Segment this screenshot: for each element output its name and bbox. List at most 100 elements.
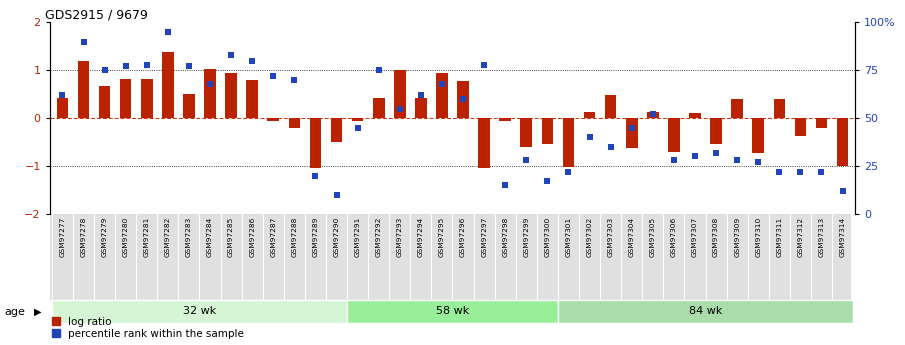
Text: GSM97287: GSM97287 [271,217,276,257]
Text: GSM97300: GSM97300 [545,217,550,257]
Bar [815,118,827,128]
Bar [352,118,364,120]
Bar [520,118,532,147]
Bar [563,118,575,167]
Bar [752,118,764,152]
Point [730,158,745,163]
Bar [837,118,848,166]
Point [456,96,471,102]
Point [266,73,281,79]
Text: GSM97280: GSM97280 [123,217,129,257]
Bar [78,61,90,118]
Text: 32 wk: 32 wk [183,306,216,316]
Bar [119,79,131,118]
Bar [162,52,174,118]
Text: GSM97284: GSM97284 [207,217,213,257]
Point [540,179,555,184]
Point [835,188,850,194]
Bar [436,73,448,118]
Bar [731,99,743,118]
Point [519,158,534,163]
Text: GSM97290: GSM97290 [334,217,339,257]
Bar [141,79,153,118]
Point [139,62,154,67]
Bar [690,114,700,118]
Text: GSM97311: GSM97311 [776,217,782,257]
Point [582,135,596,140]
Text: GSM97304: GSM97304 [629,217,634,257]
Text: GSM97301: GSM97301 [566,217,571,257]
Point [814,169,829,175]
Point [414,92,428,98]
Text: GSM97291: GSM97291 [355,217,360,257]
Point [709,150,723,155]
Bar [183,94,195,118]
Point [203,81,217,87]
Bar [500,118,511,120]
Point [55,92,70,98]
Text: GSM97297: GSM97297 [481,217,487,257]
Bar [394,70,405,118]
Point [688,154,702,159]
Text: GSM97303: GSM97303 [607,217,614,257]
Point [793,169,807,175]
Legend: log ratio, percentile rank within the sample: log ratio, percentile rank within the sa… [51,316,245,340]
Bar [57,98,68,118]
Point [604,144,618,150]
FancyBboxPatch shape [52,300,348,323]
Bar [457,81,469,118]
Text: 58 wk: 58 wk [436,306,469,316]
Bar [605,95,616,118]
Point [561,169,576,175]
Text: GDS2915 / 9679: GDS2915 / 9679 [45,9,148,22]
Text: GSM97289: GSM97289 [312,217,319,257]
Text: ▶: ▶ [34,307,42,317]
Point [224,52,238,58]
Text: GSM97306: GSM97306 [671,217,677,257]
Text: GSM97312: GSM97312 [797,217,804,257]
Text: GSM97293: GSM97293 [396,217,403,257]
Point [498,183,512,188]
Point [350,125,365,130]
Bar [289,118,300,128]
Bar [795,118,806,136]
Text: GSM97288: GSM97288 [291,217,298,257]
Bar [584,112,595,118]
Point [477,62,491,67]
Point [245,58,260,63]
Bar [774,99,786,118]
Point [329,192,344,197]
Point [751,159,766,165]
Text: GSM97281: GSM97281 [144,217,149,257]
Text: GSM97277: GSM97277 [60,217,65,257]
Text: GSM97279: GSM97279 [101,217,108,257]
Point [624,125,639,130]
Bar [668,118,680,152]
Text: GSM97307: GSM97307 [692,217,698,257]
Text: age: age [5,307,25,317]
Bar [626,118,637,148]
Point [182,64,196,69]
Point [119,64,133,69]
Text: GSM97308: GSM97308 [713,217,719,257]
Bar [205,69,215,118]
Point [287,77,301,82]
Text: GSM97286: GSM97286 [249,217,255,257]
Text: GSM97283: GSM97283 [186,217,192,257]
Point [645,111,660,117]
Point [667,158,681,163]
Point [76,39,91,44]
Bar [310,118,321,168]
Point [393,106,407,111]
Bar [479,118,490,168]
Point [98,68,112,73]
Text: 84 wk: 84 wk [689,306,722,316]
Bar [541,118,553,145]
Bar [99,86,110,118]
Text: GSM97294: GSM97294 [418,217,424,257]
Text: GSM97310: GSM97310 [756,217,761,257]
Point [309,173,323,178]
Bar [647,112,659,118]
Text: GSM97282: GSM97282 [165,217,171,257]
Text: GSM97302: GSM97302 [586,217,593,257]
